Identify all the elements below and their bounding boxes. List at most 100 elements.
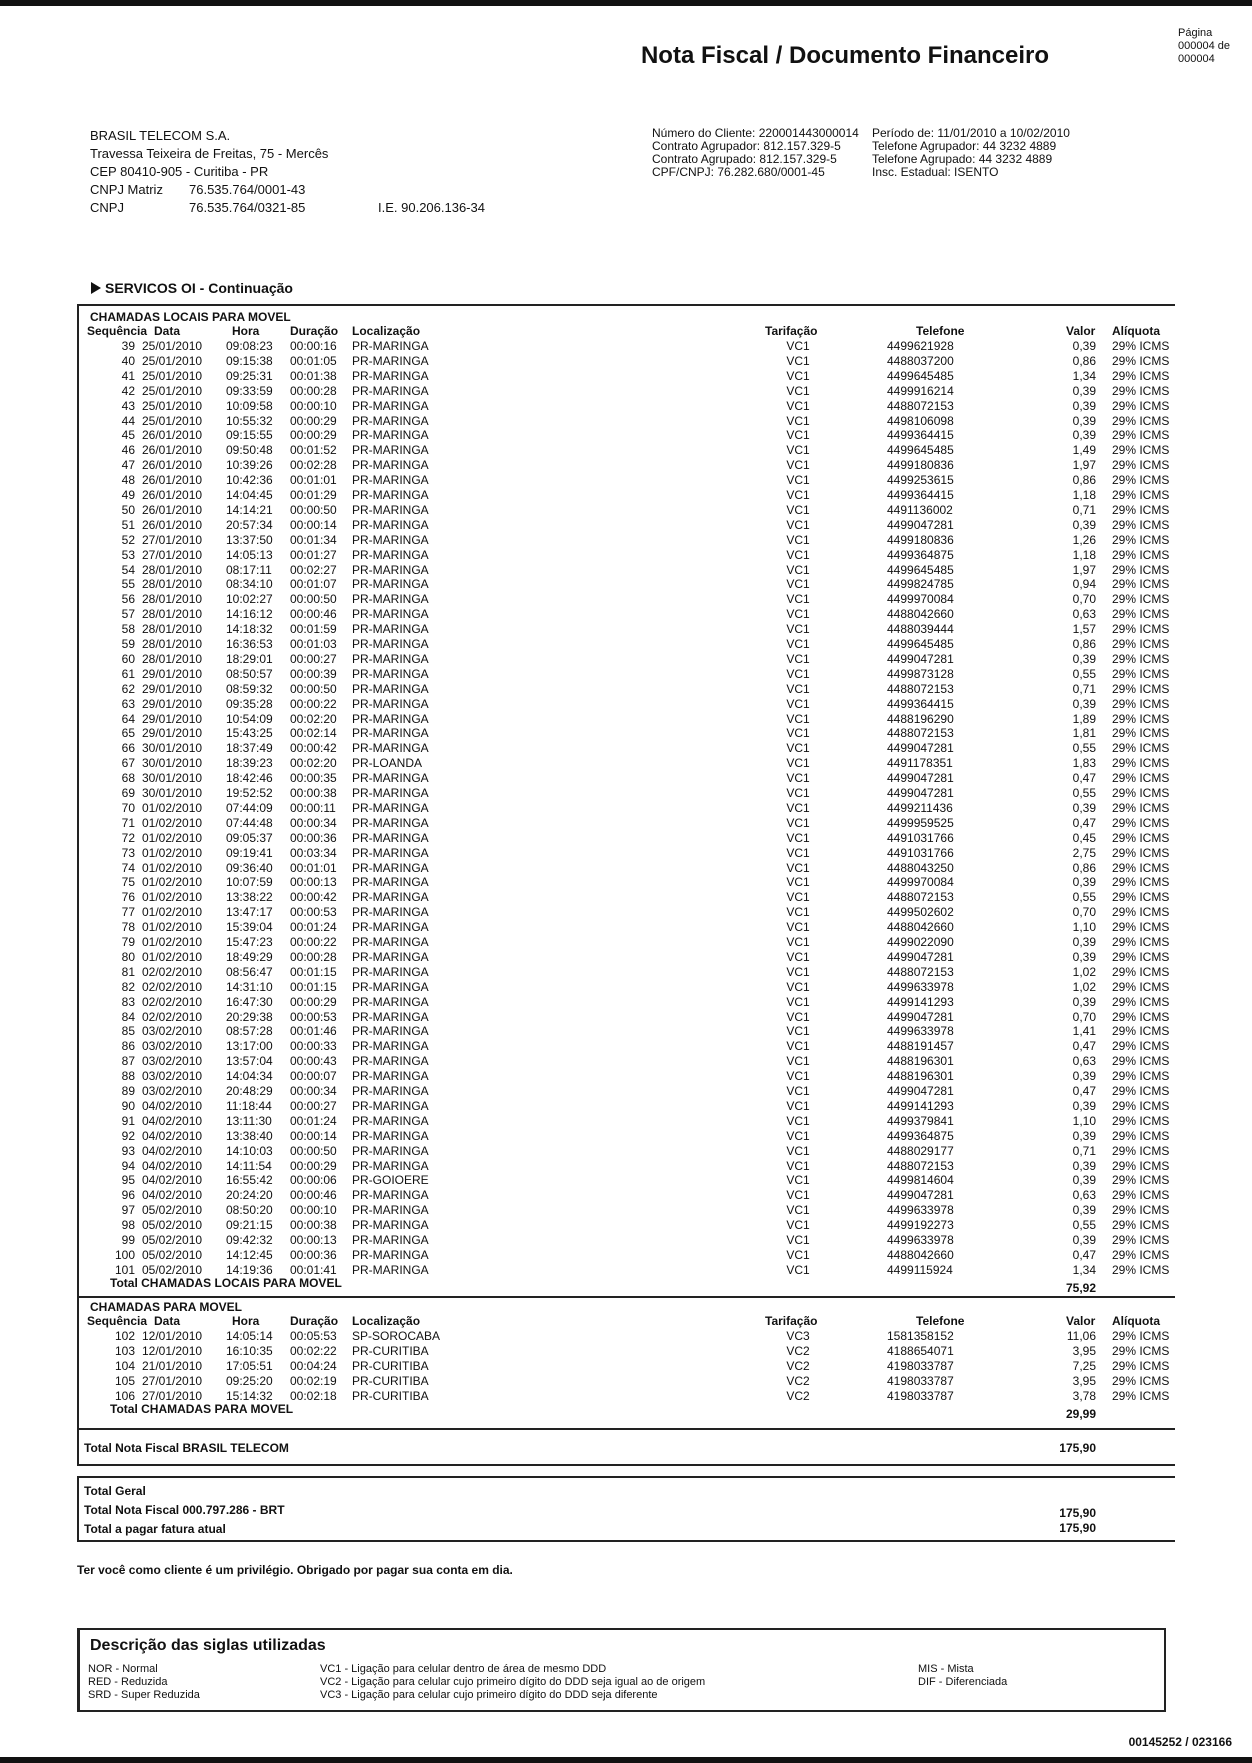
cell: PR-MARINGA	[352, 458, 429, 473]
cell: 0,94	[1072, 577, 1096, 592]
arrow-icon	[91, 282, 101, 294]
cell: 0,39	[1072, 398, 1096, 413]
cell: 09:25:31	[226, 368, 273, 383]
cell: 01/02/2010	[142, 875, 203, 890]
cell: 0,86	[1072, 860, 1096, 875]
cell: 47	[121, 458, 135, 473]
cell: 01/02/2010	[142, 905, 203, 920]
cell: 4488042660	[887, 607, 954, 622]
cell: 4498106098	[887, 413, 954, 428]
cell: 05/02/2010	[142, 1262, 203, 1277]
cell: 29% ICMS	[1112, 413, 1170, 428]
cell: 1,34	[1072, 1262, 1096, 1277]
cell: SP-SOROCABA	[352, 1329, 441, 1343]
cell: 4499211436	[887, 800, 953, 815]
cell: 4499180836	[887, 458, 954, 473]
cell: PR-MARINGA	[352, 607, 429, 622]
cell: 29% ICMS	[1112, 741, 1170, 756]
cell: 28/01/2010	[142, 607, 203, 622]
cell: 00:00:28	[290, 383, 337, 398]
cell: 00:04:24	[290, 1358, 337, 1373]
cell: 95	[121, 1173, 135, 1188]
cell: 29% ICMS	[1112, 398, 1170, 413]
cell: PR-MARINGA	[352, 875, 429, 890]
cell: 4499141293	[887, 994, 954, 1009]
client-info: Número do Cliente: 220001443000014	[652, 126, 859, 140]
cell: 4499814604	[887, 1173, 954, 1188]
cell: 10:02:27	[226, 592, 273, 607]
cell: 4499047281	[887, 786, 954, 800]
cell: 0,55	[1072, 890, 1096, 905]
cell: 29/01/2010	[142, 666, 203, 681]
cell: 13:17:00	[226, 1039, 273, 1054]
legend-item: NOR - Normal	[88, 1663, 158, 1675]
cell: 15:39:04	[226, 920, 273, 935]
cell: 26/01/2010	[142, 473, 203, 488]
cell: 103	[114, 1343, 135, 1358]
cell: 4499645485	[887, 443, 954, 458]
cell: 29% ICMS	[1112, 502, 1170, 517]
cell: 4499645485	[887, 368, 954, 383]
cell: PR-MARINGA	[352, 1203, 429, 1218]
cell: 29% ICMS	[1112, 1218, 1170, 1233]
cell: 14:05:13	[226, 547, 273, 562]
cell: 29% ICMS	[1112, 547, 1170, 562]
cell: 96	[121, 1188, 135, 1203]
cell: 78	[121, 920, 135, 935]
cell: 14:16:12	[226, 607, 273, 622]
cell: 75	[121, 875, 135, 890]
cell: VC1	[786, 1098, 810, 1113]
cell: 29% ICMS	[1112, 1039, 1170, 1054]
cell: 29% ICMS	[1112, 353, 1170, 368]
cell: 4499645485	[887, 562, 954, 577]
cell: 7,25	[1072, 1358, 1096, 1373]
cell: 29% ICMS	[1112, 1098, 1170, 1113]
cell: 4198033787	[887, 1388, 954, 1403]
cell: 106	[114, 1388, 135, 1403]
cell: 00:00:42	[290, 890, 337, 905]
total-label: Total a pagar fatura atual	[84, 1522, 226, 1536]
cell: 1,97	[1072, 458, 1096, 473]
cell: 29% ICMS	[1112, 696, 1170, 711]
cell: 29% ICMS	[1112, 383, 1170, 398]
cell: PR-MARINGA	[352, 502, 429, 517]
cell: 4499364415	[887, 696, 954, 711]
cell: 28/01/2010	[142, 577, 203, 592]
cell: 67	[121, 756, 135, 771]
cell: 4499047281	[887, 651, 954, 666]
cell: 01/02/2010	[142, 949, 203, 964]
cell: 02/02/2010	[142, 994, 203, 1009]
cell: PR-MARINGA	[352, 1158, 429, 1173]
cell: 00:00:14	[290, 1128, 337, 1143]
cell: 29% ICMS	[1112, 1343, 1170, 1358]
cell: 01/02/2010	[142, 860, 203, 875]
cell: VC1	[786, 1233, 810, 1247]
cell: 29% ICMS	[1112, 1158, 1170, 1173]
column-header: Alíquota	[1112, 1314, 1160, 1328]
cell: PR-MARINGA	[352, 681, 429, 696]
rule	[77, 1464, 1175, 1466]
cell: 93	[121, 1143, 135, 1158]
cell: VC1	[786, 681, 810, 696]
cell: 29% ICMS	[1112, 935, 1170, 949]
cell: PR-MARINGA	[352, 637, 429, 651]
cell: PR-MARINGA	[352, 1218, 429, 1233]
cell: 25/01/2010	[142, 339, 203, 353]
cell: 104	[114, 1358, 135, 1373]
cell: 00:01:05	[290, 353, 337, 368]
cell: 00:00:50	[290, 502, 337, 517]
cell: 4499180836	[887, 532, 954, 547]
cell: 82	[121, 979, 135, 994]
cell: 28/01/2010	[142, 562, 203, 577]
cell: 25/01/2010	[142, 413, 203, 428]
client-info: Telefone Agrupado: 44 3232 4889	[872, 152, 1053, 166]
cell: 0,86	[1072, 637, 1096, 651]
cell: VC1	[786, 1218, 810, 1233]
cell: 29% ICMS	[1112, 488, 1170, 502]
rule	[77, 1296, 1175, 1298]
cell: 84	[121, 1009, 135, 1024]
client-info: Período de: 11/01/2010 a 10/02/2010	[872, 126, 1070, 140]
rule	[77, 1428, 1175, 1430]
cell: 0,63	[1072, 1188, 1096, 1203]
cell: 29% ICMS	[1112, 651, 1170, 666]
